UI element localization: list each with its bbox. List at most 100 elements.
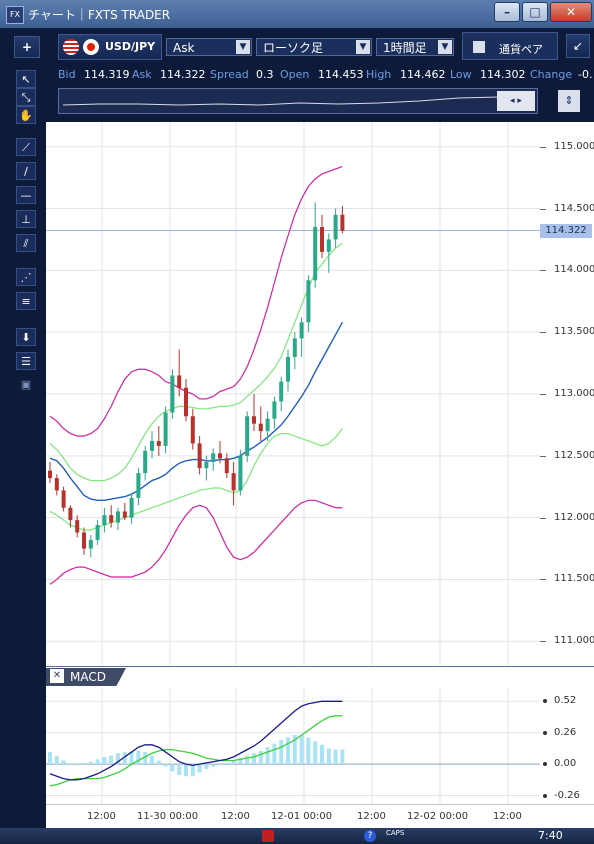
time-axis: 12:00 11-30 00:00 12:00 12-01 00:00 12:00 12-… — [46, 804, 594, 829]
pointer-icon[interactable]: ↖ — [16, 70, 36, 88]
candle-body — [238, 456, 242, 491]
currency-pair-panel[interactable]: 通貨ペア — [462, 32, 558, 60]
change-value: -0. — [578, 68, 592, 81]
download-icon[interactable]: ⬇ — [16, 328, 36, 346]
close-button[interactable]: ✕ — [550, 2, 592, 22]
macd-histogram-bar — [252, 753, 256, 764]
candle-body — [327, 239, 331, 251]
crosshair-pointer-icon[interactable]: ⤡ — [16, 88, 36, 106]
moving-average-line — [50, 322, 342, 500]
macd-histogram-bar — [218, 764, 222, 765]
overview-scroll-handle[interactable]: ◂ ▸ — [497, 91, 535, 111]
trendline-icon[interactable]: ⟋ — [16, 138, 36, 156]
timeframe-value: 1時間足 — [383, 41, 427, 55]
time-tick-label: 12:00 — [493, 811, 522, 822]
macd-histogram-bar — [198, 764, 202, 772]
parallel-channel-icon[interactable]: ⫽ — [16, 234, 36, 252]
bollinger-2sigma-upper — [50, 167, 342, 437]
title-bar: FX チャート｜FXTS TRADER – □ ✕ — [0, 0, 594, 29]
price-chart[interactable] — [46, 122, 540, 666]
candle-body — [320, 227, 324, 252]
candle-body — [109, 515, 113, 522]
macd-histogram-bar — [157, 761, 161, 765]
price-tick-label: 114.000 — [554, 264, 594, 275]
line-icon[interactable]: / — [16, 162, 36, 180]
taskbar: ? CAPS 7:40 — [0, 828, 594, 844]
tray-app-icon[interactable] — [262, 830, 274, 842]
macd-tick-dot — [543, 762, 547, 766]
macd-histogram-bar — [334, 750, 338, 765]
macd-histogram-bar — [68, 764, 72, 765]
macd-tick-label: 0.26 — [554, 727, 576, 738]
high-value: 114.462 — [400, 68, 446, 81]
hand-icon[interactable]: ✋ — [16, 106, 36, 124]
macd-histogram-bar — [164, 764, 168, 766]
macd-histogram-bar — [211, 764, 215, 766]
close-icon[interactable]: ✕ — [50, 669, 64, 683]
fibonacci-icon[interactable]: ≡ — [16, 292, 36, 310]
time-tick-label: 12:00 — [221, 811, 250, 822]
candle-body — [266, 419, 270, 431]
list-icon[interactable]: ☰ — [16, 352, 36, 370]
maximize-button[interactable]: □ — [522, 2, 548, 22]
quote-bar: Bid 114.319 Ask 114.322 Spread 0.3 Open … — [46, 64, 594, 84]
current-price-label: 114.322 — [540, 224, 592, 238]
macd-histogram-bar — [170, 764, 174, 771]
add-chart-button[interactable]: + — [14, 36, 40, 58]
macd-histogram-bar — [82, 764, 86, 765]
candle-body — [143, 451, 147, 473]
price-type-select[interactable]: Ask ▼ — [166, 38, 252, 56]
candle-body — [89, 540, 93, 549]
drawing-tools: ↖ ⤡ ✋ ⟋ / — ⊥ ⫽ ⋰ ≡ ⬇ ☰ ▣ — [0, 64, 46, 844]
candle-body — [184, 388, 188, 416]
candle-body — [245, 416, 249, 456]
symbol-label: USD/JPY — [105, 40, 155, 53]
candle-body — [293, 338, 297, 357]
macd-tick-dot — [543, 699, 547, 703]
macd-histogram-bar — [150, 756, 154, 764]
minimize-button[interactable]: – — [494, 2, 520, 22]
timeframe-select[interactable]: 1時間足 ▼ — [376, 38, 454, 56]
fan-icon[interactable]: ⋰ — [16, 268, 36, 286]
chevron-down-icon: ▼ — [356, 40, 370, 54]
candle-body — [191, 416, 195, 443]
bollinger-1sigma-lower — [50, 429, 342, 530]
price-tick-label: 112.000 — [554, 512, 594, 523]
candle-body — [259, 424, 263, 431]
macd-histogram-bar — [109, 756, 113, 764]
symbol-button[interactable]: USD/JPY — [58, 34, 162, 60]
candle-body — [279, 382, 283, 402]
low-value: 114.302 — [480, 68, 526, 81]
undock-icon[interactable]: ↙ — [566, 34, 590, 58]
time-tick-label: 12:00 — [357, 811, 386, 822]
bid-label: Bid — [58, 68, 76, 81]
price-tick-label: 114.500 — [554, 203, 594, 214]
macd-histogram-bar — [96, 759, 100, 764]
horizontal-ray-icon[interactable]: ⊥ — [16, 210, 36, 228]
low-label: Low — [450, 68, 472, 81]
candle-body — [177, 375, 181, 387]
chart-type-select[interactable]: ローソク足 ▼ — [256, 38, 372, 56]
currency-pair-checkbox[interactable] — [473, 41, 485, 53]
macd-line — [50, 701, 342, 780]
candle-body — [286, 357, 290, 382]
candle-body — [96, 525, 100, 540]
spread-value: 0.3 — [256, 68, 274, 81]
clock: 7:40 — [538, 829, 563, 842]
macd-histogram-bar — [327, 748, 331, 764]
zoom-icon[interactable]: ⇕ — [558, 90, 580, 112]
macd-histogram-bar — [279, 740, 283, 764]
macd-chart[interactable] — [46, 688, 540, 804]
overview-navigator[interactable]: ◂ ▸ — [58, 88, 538, 114]
price-type-value: Ask — [173, 41, 194, 55]
camera-icon[interactable]: ▣ — [16, 376, 36, 394]
help-icon[interactable]: ? — [364, 830, 376, 842]
horizontal-line-icon[interactable]: — — [16, 186, 36, 204]
bid-value: 114.319 — [84, 68, 130, 81]
candle-body — [340, 215, 344, 231]
macd-histogram-bar — [102, 757, 106, 764]
bollinger-2sigma-lower — [50, 500, 342, 584]
macd-histogram-bar — [184, 764, 188, 776]
price-axis: 115.000 114.500 114.000 113.500 113.000 112.5… — [540, 122, 594, 666]
macd-tick-label: 0.52 — [554, 695, 576, 706]
